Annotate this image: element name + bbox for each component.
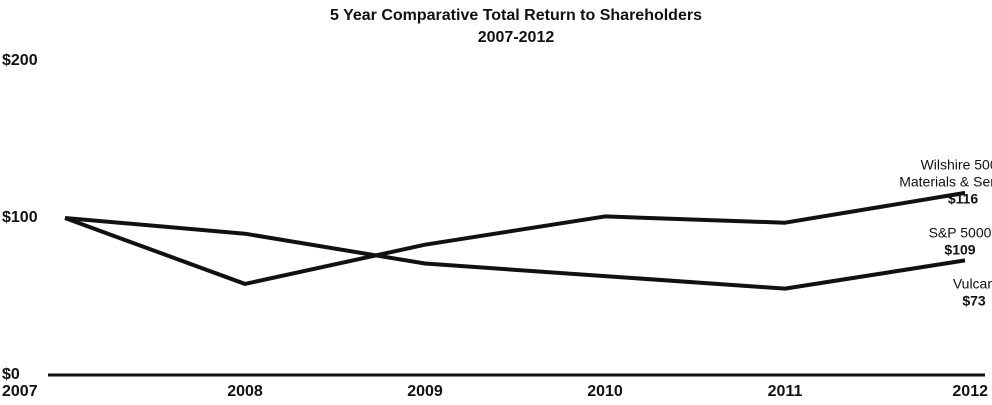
series-label: Vulcan [953, 276, 992, 292]
x-tick-label: 2010 [587, 383, 623, 400]
x-tick-label: 2008 [227, 383, 263, 400]
annotation-label: S&P 5000 [929, 225, 992, 241]
x-tick-label: 2012 [952, 383, 988, 400]
x-tick-label: 2009 [407, 383, 443, 400]
series-label: Materials & Services [899, 174, 992, 190]
line [64, 190, 966, 286]
line [64, 216, 966, 291]
value-label: $73 [962, 293, 986, 309]
series-label: Wilshire 5000 [921, 157, 992, 173]
chart-subtitle: 2007-2012 [478, 29, 555, 46]
y-tick-label: $0 [2, 366, 20, 383]
y-tick-label: $100 [2, 209, 38, 226]
chart-title: 5 Year Comparative Total Return to Share… [330, 7, 702, 24]
x-tick-label: 2007 [2, 383, 38, 400]
value-label: $116 [948, 191, 979, 207]
annotation-value: $109 [944, 242, 975, 258]
y-tick-label: $200 [2, 52, 38, 69]
x-tick-label: 2011 [768, 383, 803, 400]
